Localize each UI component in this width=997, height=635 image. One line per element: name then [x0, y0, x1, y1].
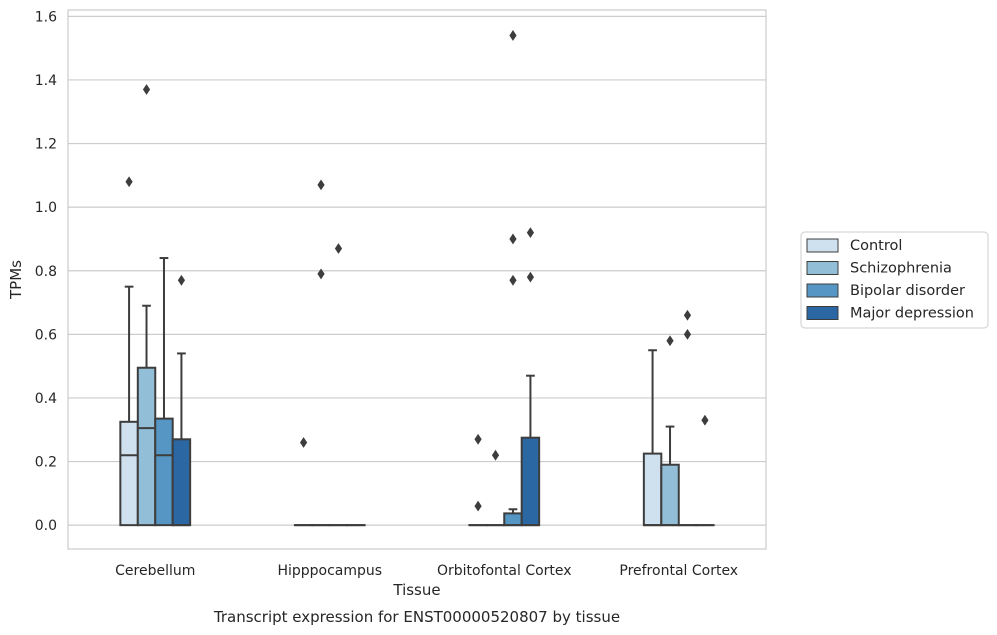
box-plot-group [328, 243, 349, 527]
box-plot-group [311, 179, 331, 527]
box-plot-group [119, 176, 139, 527]
box-plot-group [468, 433, 488, 527]
legend-swatch [806, 238, 839, 253]
iqr-box [503, 512, 523, 527]
box-plot-group [520, 227, 541, 527]
outlier-point [334, 243, 343, 254]
y-tick-label: 1.2 [35, 137, 57, 153]
y-tick-label: 1.0 [35, 200, 57, 216]
outlier-point [509, 233, 517, 245]
box-plot-group [642, 349, 663, 527]
outlier-point [526, 271, 535, 283]
outlier-point [317, 268, 325, 280]
iqr-box [520, 436, 541, 527]
legend-label: Schizophrenia [850, 261, 952, 277]
y-tick-label: 1.6 [35, 9, 57, 25]
y-tick-label: 0.8 [35, 264, 57, 280]
box-plot-group [136, 84, 157, 527]
plot-frame [67, 9, 767, 550]
outlier-point [683, 309, 692, 321]
box-plot-group [503, 30, 523, 527]
box-plot-group [677, 309, 698, 527]
legend-label: Major depression [850, 306, 974, 322]
x-axis-ticks: Cerebellum Hipppocampus Orbitofontal Corte… [115, 563, 738, 579]
outlier-point [491, 449, 500, 461]
outlier-point [177, 274, 186, 286]
y-tick-label: 1.4 [35, 73, 57, 89]
outlier-point [509, 30, 517, 41]
box-plot-group [660, 335, 680, 527]
legend-swatch [806, 306, 839, 320]
y-tick-label: 0.4 [35, 391, 57, 407]
iqr-box [642, 452, 663, 527]
iqr-box [660, 463, 680, 527]
outlier-point [317, 179, 325, 191]
box-plot-group [171, 274, 192, 527]
x-tick-label: Hipppocampus [277, 563, 382, 579]
iqr-box [136, 366, 157, 527]
outlier-point [142, 84, 151, 95]
iqr-box [154, 417, 174, 527]
outlier-point [683, 328, 692, 340]
outlier-point [125, 176, 133, 188]
outlier-point [509, 274, 517, 286]
legend-swatch [806, 283, 839, 298]
box-plot-group [293, 437, 314, 527]
box-plot-group [154, 257, 174, 527]
outlier-point [526, 227, 535, 238]
legend: Control Schizophrenia Bipolar disorder Majo… [800, 231, 989, 329]
box-plot-area [119, 30, 715, 527]
iqr-box [171, 438, 192, 527]
x-tick-label: Prefrontal Cortex [619, 563, 738, 579]
box-plot-group [695, 414, 715, 527]
legend-label: Bipolar disorder [850, 283, 965, 299]
legend-label: Control [850, 238, 902, 254]
x-axis-label: Tissue [392, 581, 440, 599]
outlier-point [299, 437, 308, 448]
outlier-point [701, 414, 709, 426]
y-tick-label: 0.6 [35, 327, 57, 343]
legend-frame [800, 231, 989, 329]
x-tick-label: Cerebellum [115, 563, 195, 579]
legend-swatch [806, 261, 839, 275]
iqr-box [119, 420, 139, 527]
outlier-point [474, 500, 482, 512]
outlier-point [666, 335, 674, 347]
x-tick-label: Orbitofontal Cortex [437, 563, 572, 579]
outlier-point [474, 433, 482, 445]
y-tick-label: 0.2 [35, 455, 57, 471]
y-axis-label: TPMs [7, 260, 25, 300]
y-tick-label: 0.0 [35, 518, 57, 534]
figure-caption: Transcript expression for ENST0000052080… [213, 608, 620, 626]
y-axis-ticks: 0.0 0.2 0.4 0.6 0.8 1.0 1.2 1.4 1.6 [35, 9, 57, 534]
